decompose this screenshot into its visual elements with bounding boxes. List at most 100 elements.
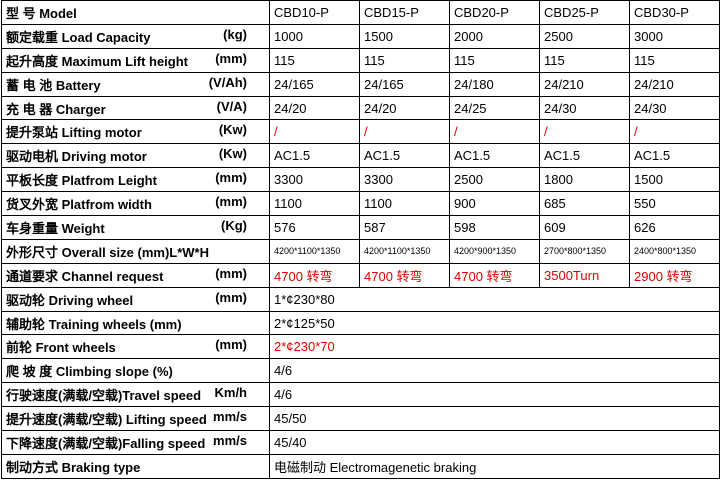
table-cell: 24/25: [449, 95, 540, 121]
table-cell: 24/180: [449, 71, 540, 97]
table-row: mm/s 提升速度(满载/空载) Lifting speed 45/50: [1, 406, 720, 432]
table-cell: 587: [359, 215, 450, 240]
row-unit: (mm): [215, 289, 247, 305]
row-label: (kg) 额定载重 Load Capacity: [1, 23, 270, 49]
table-cell: 24/210: [629, 71, 720, 97]
table-cell: CBD25-P: [539, 0, 630, 25]
table-cell: 2900 转弯: [629, 262, 720, 288]
row-unit: (mm): [215, 50, 247, 66]
row-unit: (V/Ah): [208, 74, 247, 90]
table-cell: 4200*1100*1350: [269, 238, 360, 264]
row-label: 爬 坡 度 Climbing slope (%): [1, 358, 270, 384]
table-cell: 2700*800*1350: [539, 238, 630, 264]
row-label: (mm) 货叉外宽 Platfrom width: [1, 191, 270, 217]
row-label: (Kw) 驱动电机 Driving motor: [1, 143, 270, 169]
row-label: mm/s 下降速度(满载/空载)Falling speed: [1, 430, 270, 455]
table-row: 型 号 Model CBD10-P CBD15-P CBD20-P CBD25-P CBD…: [1, 0, 720, 25]
table-cell: 24/20: [359, 95, 450, 121]
table-cell: 576: [269, 215, 360, 240]
table-row: (kg) 额定载重 Load Capacity 1000 1500 2000 2500 30…: [1, 23, 720, 49]
table-cell: 2*¢125*50: [269, 310, 720, 336]
table-cell: 550: [629, 191, 720, 217]
row-label: (mm) 起升高度 Maximum Lift height: [1, 47, 270, 73]
table-cell: AC1.5: [269, 143, 360, 169]
row-label: (mm) 驱动轮 Driving wheel: [1, 286, 270, 312]
table-row: 外形尺寸 Overall size (mm)L*W*H 4200*1100*135…: [1, 238, 720, 264]
row-label: 辅助轮 Training wheels (mm): [1, 310, 270, 336]
table-cell: /: [539, 119, 630, 145]
table-cell: 115: [539, 47, 630, 73]
table-cell: AC1.5: [359, 143, 450, 169]
row-unit: (mm): [215, 265, 247, 281]
row-name: 平板长度 Platfrom Leight: [6, 173, 157, 189]
table-cell: /: [269, 119, 360, 145]
table-cell: 24/30: [629, 95, 720, 121]
table-row: 爬 坡 度 Climbing slope (%) 4/6: [1, 358, 720, 384]
table-cell: 598: [449, 215, 540, 240]
row-unit: mm/s: [213, 432, 247, 448]
table-cell: AC1.5: [449, 143, 540, 169]
table-row: (Kg) 车身重量 Weight 576 587 598 609 626: [1, 215, 720, 240]
table-row: (mm) 驱动轮 Driving wheel 1*¢230*80: [1, 286, 720, 312]
table-cell: 24/165: [269, 71, 360, 97]
table-cell: 1500: [359, 23, 450, 49]
table-cell: 3000: [629, 23, 720, 49]
row-label: Km/h 行驶速度(满载/空载)Travel speed: [1, 382, 270, 408]
row-name: 前轮 Front wheels: [6, 340, 116, 356]
table-cell: 4200*900*1350: [449, 238, 540, 264]
table-cell: 2400*800*1350: [629, 238, 720, 264]
table-row: (mm) 货叉外宽 Platfrom width 1100 1100 900 685 550: [1, 191, 720, 217]
row-name: 通道要求 Channel request: [6, 268, 164, 284]
table-cell: 24/210: [539, 71, 630, 97]
row-label: (mm) 前轮 Front wheels: [1, 334, 270, 360]
table-cell: 609: [539, 215, 630, 240]
table-cell: CBD30-P: [629, 0, 720, 25]
table-cell: 115: [269, 47, 360, 73]
table-cell: 24/30: [539, 95, 630, 121]
row-name: 爬 坡 度 Climbing slope (%): [6, 364, 173, 380]
table-row: (V/A) 充 电 器 Charger 24/20 24/20 24/25 24/30 24…: [1, 95, 720, 121]
row-unit: (mm): [215, 170, 247, 186]
table-cell: 626: [629, 215, 720, 240]
table-cell: 电磁制动 Electromagenetic braking: [269, 453, 720, 480]
row-label: 制动方式 Braking type: [1, 453, 270, 480]
table-cell: AC1.5: [539, 143, 630, 169]
row-unit: (kg): [223, 26, 247, 42]
table-cell: 2500: [449, 167, 540, 193]
table-cell: 1800: [539, 167, 630, 193]
row-label: (V/A) 充 电 器 Charger: [1, 95, 270, 121]
table-cell: 4700 转弯: [359, 262, 450, 288]
row-name: 提升速度(满载/空载) Lifting speed: [6, 412, 207, 428]
table-cell: 1000: [269, 23, 360, 49]
row-unit: (Kw): [218, 122, 247, 138]
table-row: mm/s 下降速度(满载/空载)Falling speed 45/40: [1, 430, 720, 455]
table-cell: CBD15-P: [359, 0, 450, 25]
row-unit: (Kw): [218, 146, 247, 162]
table-cell: 115: [449, 47, 540, 73]
row-name: 起升高度 Maximum Lift height: [6, 53, 189, 69]
row-name: 蓄 电 池 Battery: [6, 77, 101, 93]
row-name: 提升泵站 Lifting motor: [6, 125, 142, 141]
row-name: 行驶速度(满载/空载)Travel speed: [6, 388, 202, 404]
table-cell: 2500: [539, 23, 630, 49]
table-cell: 3500Turn: [539, 262, 630, 288]
row-unit: mm/s: [213, 409, 247, 425]
row-name: 额定载重 Load Capacity: [6, 29, 151, 45]
table-cell: 685: [539, 191, 630, 217]
row-label: (V/Ah) 蓄 电 池 Battery: [1, 71, 270, 97]
table-cell: 2000: [449, 23, 540, 49]
table-cell: 4700 转弯: [269, 262, 360, 288]
table-cell: 1100: [359, 191, 450, 217]
row-label: (mm) 通道要求 Channel request: [1, 262, 270, 288]
table-cell: 24/165: [359, 71, 450, 97]
table-cell: 1*¢230*80: [269, 286, 720, 312]
table-row: 制动方式 Braking type 电磁制动 Electromagenetic b…: [1, 453, 720, 480]
table-cell: 3300: [269, 167, 360, 193]
row-name: 辅助轮 Training wheels (mm): [6, 316, 182, 332]
table-row: (Kw) 提升泵站 Lifting motor / / / / /: [1, 119, 720, 145]
row-name: 驱动轮 Driving wheel: [6, 292, 134, 308]
table-cell: CBD20-P: [449, 0, 540, 25]
row-unit: (mm): [215, 194, 247, 210]
row-unit: (Kg): [221, 217, 247, 233]
